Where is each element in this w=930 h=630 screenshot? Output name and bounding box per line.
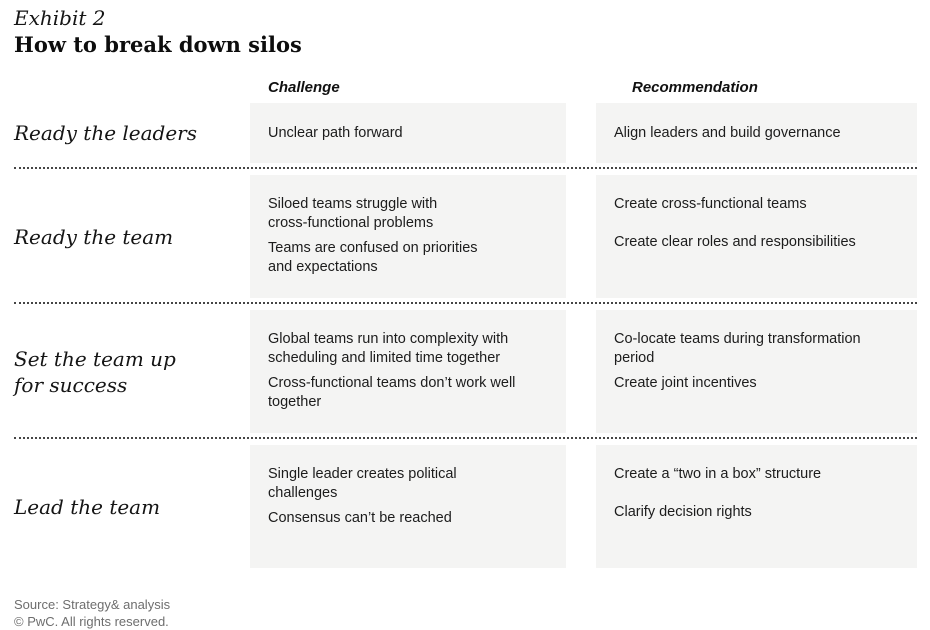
column-gap [566, 445, 596, 568]
row-label: Set the team up for success [14, 346, 176, 397]
challenge-item: Cross-functional teams don’t work well t… [268, 375, 516, 410]
recommendation-item: Create joint incentives [614, 375, 757, 391]
challenge-item: Teams are confused on priorities and exp… [268, 240, 478, 275]
recommendation-cell: Create a “two in a box” structure Clarif… [596, 445, 917, 568]
page-title: How to break down silos [14, 32, 302, 57]
table-row-set-the-team-up: Set the team up for success Global teams… [14, 310, 917, 433]
recommendation-item: Create a “two in a box” structure [614, 466, 822, 482]
column-header-recommendation: Recommendation [632, 79, 758, 96]
column-gap [584, 78, 614, 97]
row-separator [14, 437, 917, 439]
recommendation-item: Clarify decision rights [614, 504, 752, 520]
recommendation-item: Create clear roles and responsibilities [614, 234, 856, 250]
row-label: Ready the leaders [14, 121, 198, 145]
recommendation-cell: Align leaders and build governance [596, 103, 917, 163]
challenge-cell: Global teams run into complexity with sc… [250, 310, 566, 433]
header-spacer [14, 78, 250, 97]
column-gap [566, 103, 596, 163]
row-label: Lead the team [14, 494, 161, 519]
row-separator [14, 167, 917, 169]
column-gap [566, 310, 596, 433]
recommendation-item: Co-locate teams during transformation pe… [614, 331, 861, 366]
recommendation-item: Create cross-functional teams [614, 196, 807, 212]
challenge-cell: Unclear path forward [250, 103, 566, 163]
table-row-ready-the-team: Ready the team Siloed teams struggle wit… [14, 175, 917, 298]
table-row-ready-the-leaders: Ready the leaders Unclear path forward A… [14, 103, 917, 163]
exhibit-label: Exhibit 2 [14, 6, 106, 30]
copyright-line: © PwC. All rights reserved. [14, 614, 169, 629]
source-line: Source: Strategy& analysis [14, 597, 171, 612]
challenge-cell: Single leader creates political challeng… [250, 445, 566, 568]
row-separator [14, 302, 917, 304]
challenge-item: Siloed teams struggle with cross-functio… [268, 196, 438, 231]
challenge-item: Consensus can’t be reached [268, 510, 452, 526]
footer: Source: Strategy& analysis © PwC. All ri… [14, 596, 917, 630]
row-label: Ready the team [14, 224, 174, 249]
column-gap [566, 175, 596, 298]
column-header-challenge: Challenge [268, 79, 340, 96]
challenge-item: Single leader creates political challeng… [268, 466, 457, 501]
recommendation-item: Align leaders and build governance [614, 124, 841, 141]
challenge-cell: Siloed teams struggle with cross-functio… [250, 175, 566, 298]
table-header-row: Challenge Recommendation [14, 78, 917, 97]
challenge-item: Global teams run into complexity with sc… [268, 331, 509, 366]
recommendation-cell: Create cross-functional teams Create cle… [596, 175, 917, 298]
recommendation-cell: Co-locate teams during transformation pe… [596, 310, 917, 433]
challenge-item: Unclear path forward [268, 124, 403, 141]
table-row-lead-the-team: Lead the team Single leader creates poli… [14, 445, 917, 568]
